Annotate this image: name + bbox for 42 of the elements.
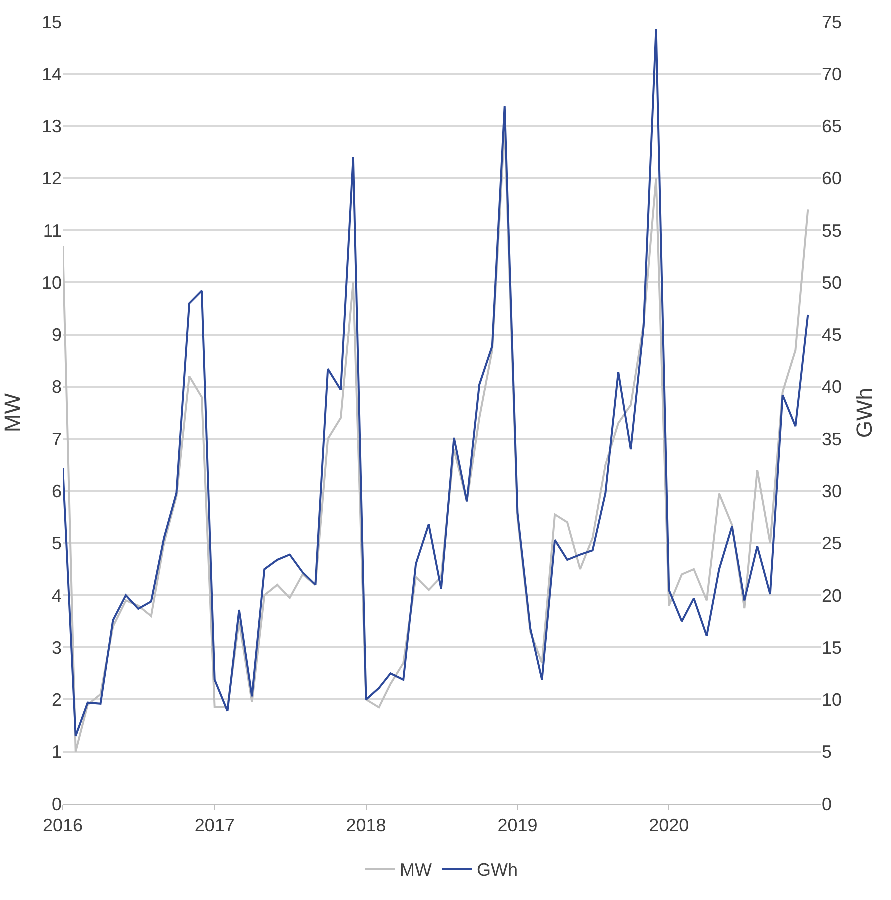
x-tick-label: 2019 xyxy=(498,816,538,836)
y2-tick-label: 20 xyxy=(822,586,842,606)
x-tick-label: 2018 xyxy=(346,816,386,836)
y-tick-label: 4 xyxy=(52,586,62,606)
y2-tick-label: 75 xyxy=(822,12,842,32)
y-tick-label: 9 xyxy=(52,325,62,346)
y-tick-label: 7 xyxy=(52,429,62,450)
y-tick-label: 6 xyxy=(52,482,62,502)
x-tick-label: 2016 xyxy=(42,816,84,836)
y-axis-title: MW xyxy=(0,393,25,433)
y2-tick-label: 35 xyxy=(822,429,842,450)
y-tick-label: 12 xyxy=(42,168,62,189)
y2-tick-label: 65 xyxy=(822,116,842,137)
y-tick-label: 3 xyxy=(52,638,62,658)
y2-tick-label: 60 xyxy=(822,168,842,189)
y2-tick-label: 55 xyxy=(822,220,842,241)
y-tick-label: 8 xyxy=(52,377,62,398)
y-tick-label: 11 xyxy=(43,220,62,241)
y2-tick-label: 50 xyxy=(822,272,842,293)
x-tick-label: 2020 xyxy=(649,816,690,836)
y2-tick-label: 30 xyxy=(822,482,842,502)
line-series xyxy=(63,28,810,738)
y2-tick-label: 40 xyxy=(822,377,842,398)
y2-tick-label: 70 xyxy=(822,64,842,84)
y-tick-label: 5 xyxy=(52,534,62,554)
y2-tick-label: 0 xyxy=(822,794,832,814)
y-tick-label: 13 xyxy=(42,116,62,137)
y2-tick-label: 45 xyxy=(822,325,842,346)
y-tick-label: 15 xyxy=(42,12,62,32)
y-tick-label: 0 xyxy=(52,794,62,814)
y-tick-label: 14 xyxy=(42,64,62,84)
y2-tick-label: 25 xyxy=(822,534,842,554)
legend-label: GWh xyxy=(476,860,518,880)
y-tick-label: 1 xyxy=(52,742,62,762)
y2-tick-label: 10 xyxy=(822,690,842,710)
legend-label: MW xyxy=(400,860,432,880)
y2-tick-label: 5 xyxy=(822,742,832,762)
y2-tick-label: 15 xyxy=(822,638,842,658)
y-tick-label: 10 xyxy=(42,272,62,293)
y2-axis-title: GWh xyxy=(852,388,877,438)
y-tick-label: 2 xyxy=(52,690,62,710)
x-tick-label: 2017 xyxy=(194,816,235,836)
